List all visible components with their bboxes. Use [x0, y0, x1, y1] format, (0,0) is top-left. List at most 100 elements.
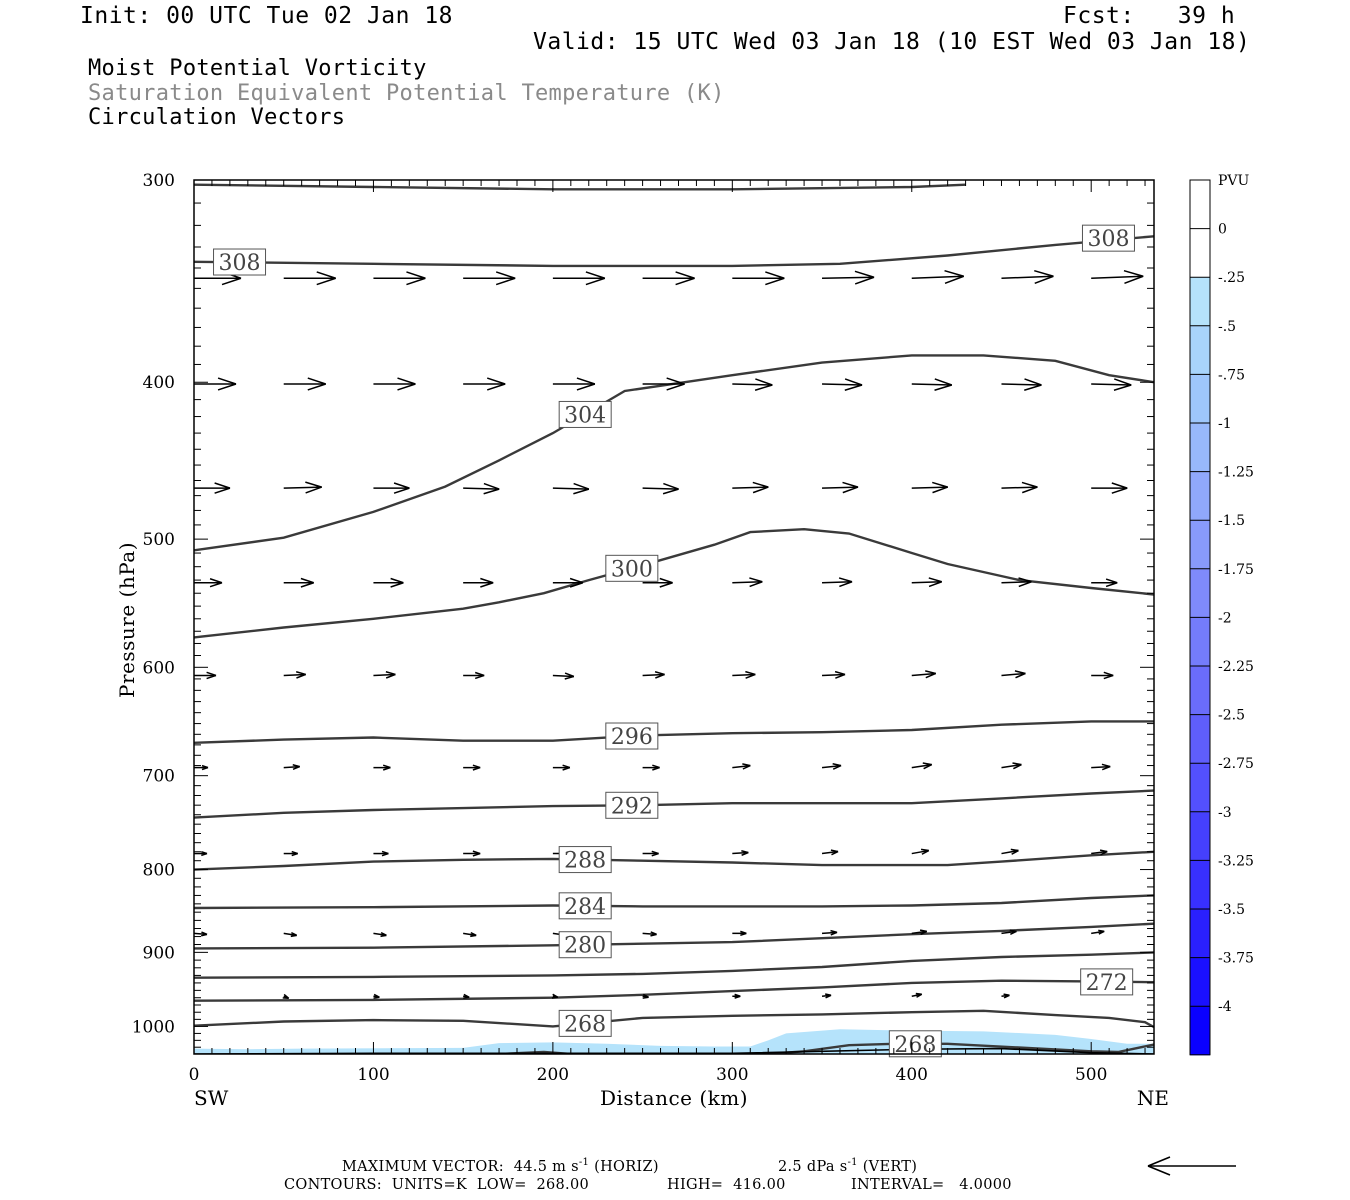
- contour-line: [194, 720, 1154, 744]
- colorbar-tick-label: -.75: [1218, 367, 1245, 383]
- circulation-vector: [552, 764, 571, 771]
- circulation-vector: [283, 850, 298, 857]
- axis-layer: 300 400 500 600 700 800 900 1000 0 100 200 300 400 50…: [132, 171, 1155, 1085]
- circulation-vector: [552, 377, 596, 391]
- contours-interval-label: INTERVAL=: [851, 1177, 945, 1193]
- circulation-vector: [1001, 762, 1022, 770]
- max-vector-horiz: 44.5 m s: [513, 1158, 579, 1175]
- x-tick-label: 300: [716, 1065, 748, 1085]
- circulation-vector: [552, 577, 584, 588]
- contour-label-box: [605, 554, 659, 582]
- circulation-vector: [1091, 929, 1105, 935]
- circulation-vector: [282, 993, 290, 1000]
- circulation-vector: [552, 672, 575, 680]
- contour-label: 304: [564, 403, 606, 428]
- contours-label: CONTOURS:: [284, 1177, 382, 1193]
- contour-label-box: [558, 931, 612, 959]
- circulation-vector: [642, 850, 659, 857]
- contour-label-box: [558, 400, 612, 428]
- x-axis-title: Distance (km): [600, 1086, 748, 1110]
- max-vector-info: MAXIMUM VECTOR: 44.5 m s-1 (HORIZ): [342, 1157, 659, 1175]
- contours-low-label: LOW=: [476, 1177, 527, 1193]
- circulation-vector: [1001, 670, 1026, 679]
- colorbar-swatch: [1190, 1006, 1210, 1056]
- contour-line: [194, 922, 1154, 950]
- colorbar-tick-label: -.5: [1218, 319, 1236, 335]
- contour-label-box: [888, 1030, 942, 1058]
- circulation-vector: [911, 577, 943, 588]
- contour-label: 288: [564, 849, 606, 874]
- colorbar-swatch: [1190, 374, 1210, 424]
- x-axis-right-label: NE: [1137, 1086, 1169, 1110]
- plot-frame: [193, 179, 1155, 1055]
- contours-low-value: 268.00: [536, 1177, 590, 1193]
- contour-label: 296: [611, 725, 653, 750]
- circulation-vector: [732, 271, 785, 286]
- circulation-vector: [911, 378, 953, 391]
- colorbar-swatch: [1190, 277, 1210, 327]
- contour-label-box: [605, 791, 659, 819]
- circulation-vector: [642, 671, 665, 679]
- circulation-vector: [911, 670, 937, 679]
- contour-label-box: [1080, 968, 1134, 996]
- colorbar-swatch: [1190, 228, 1210, 278]
- circulation-vector: [551, 993, 559, 999]
- circulation-vector: [911, 481, 949, 494]
- circulation-vector: [1001, 929, 1017, 936]
- circulation-vector: [1091, 849, 1108, 856]
- contour-label-box: [605, 722, 659, 750]
- circulation-vector: [463, 764, 481, 771]
- circulation-vector: [463, 931, 477, 938]
- circulation-vector: [373, 671, 396, 679]
- circulation-vector: [642, 271, 695, 286]
- contour-label: 308: [219, 251, 261, 276]
- y-tick-label: 700: [143, 767, 175, 787]
- colorbar-tick-label: -3: [1218, 805, 1232, 821]
- circulation-vector: [1001, 993, 1010, 999]
- circulation-vector: [373, 764, 391, 771]
- circulation-vector: [821, 929, 838, 936]
- horiz-tag: (HORIZ): [594, 1158, 659, 1175]
- contour-label-box: [558, 846, 612, 874]
- circulation-vector: [1091, 578, 1118, 588]
- vector-layer: [193, 269, 1144, 1000]
- contour-line: [194, 894, 1154, 910]
- contour-line: [194, 850, 1154, 871]
- circulation-vector: [732, 930, 747, 937]
- circulation-vector: [1091, 671, 1114, 680]
- circulation-vector: [911, 848, 930, 855]
- circulation-vector: [732, 378, 773, 391]
- circulation-vector: [552, 482, 590, 495]
- init-time: Init: 00 UTC Tue 02 Jan 18: [80, 3, 454, 29]
- circulation-vector: [642, 764, 660, 771]
- circulation-vector: [732, 763, 751, 770]
- contours-units: UNITS=K: [391, 1177, 468, 1193]
- colorbar-swatch: [1190, 568, 1210, 618]
- contour-line: [194, 354, 1154, 552]
- contour-label: 280: [564, 934, 606, 959]
- contour-label: 292: [611, 794, 653, 819]
- x-tick-label: 0: [189, 1065, 200, 1085]
- circulation-vector: [463, 850, 481, 857]
- x-axis-left-label: SW: [194, 1086, 229, 1110]
- colorbar-tick-label: -4: [1218, 999, 1232, 1015]
- circulation-vector: [194, 764, 209, 771]
- y-tick-label: 600: [143, 658, 175, 678]
- contour-line: [194, 789, 1154, 819]
- circulation-vector: [1091, 482, 1128, 494]
- colorbar-swatch: [1190, 860, 1210, 910]
- circulation-vector: [283, 577, 314, 588]
- circulation-vector: [373, 577, 404, 588]
- colorbar-swatch: [1190, 617, 1210, 667]
- circulation-vector: [283, 481, 322, 494]
- contour-line: [194, 235, 1154, 268]
- colorbar-swatch: [1190, 520, 1210, 570]
- colorbar-swatch: [1190, 763, 1210, 813]
- circulation-vector: [1091, 378, 1132, 391]
- contours-high-value: 416.00: [733, 1177, 786, 1193]
- circulation-vector: [463, 271, 516, 286]
- circulation-vector: [283, 764, 300, 770]
- contour-label-box: [1081, 224, 1135, 252]
- contours-interval-info: INTERVAL= 4.0000: [851, 1177, 1012, 1193]
